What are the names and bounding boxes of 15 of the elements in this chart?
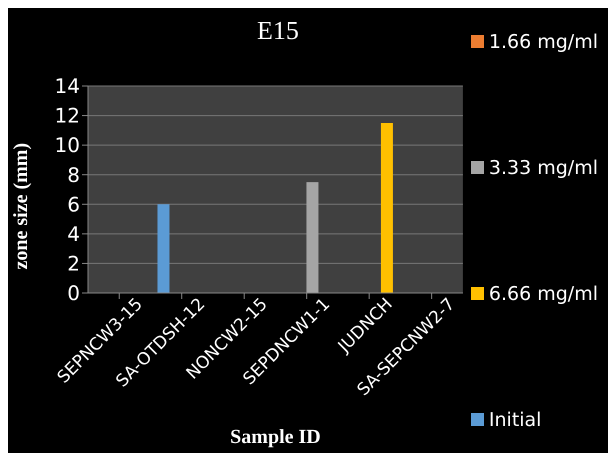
legend-label: 3.33 mg/ml [488,156,598,178]
y-tick-label: 12 [54,104,80,128]
y-tick-label: 8 [67,162,80,187]
y-tick-label: 2 [67,252,80,276]
y-tick-label: 6 [67,192,80,216]
x-axis-title: Sample ID [230,426,321,448]
chart-title: E15 [256,16,300,46]
legend-label: 6.66 mg/ml [488,282,598,304]
y-axis-title: zone size (mm) [10,142,32,270]
y-tick-label: 4 [67,222,80,246]
y-tick-label: 14 [54,74,80,98]
y-tick-label: 0 [67,281,80,306]
legend-label: Initial [488,408,542,430]
legend-label: 1.66 mg/ml [488,30,598,52]
y-tick-label: 10 [54,133,80,158]
